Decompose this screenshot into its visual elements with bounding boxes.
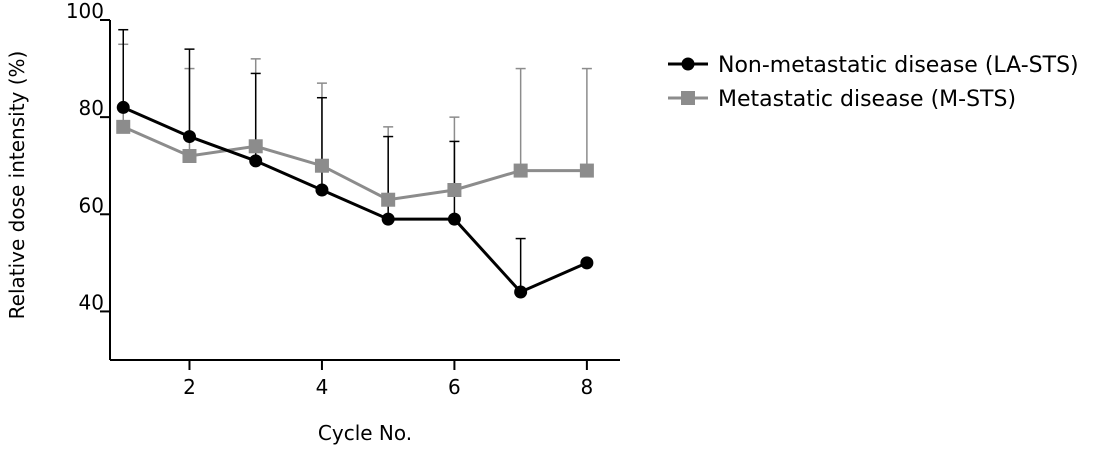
x-axis-label: Cycle No. bbox=[318, 421, 412, 445]
data-point bbox=[447, 212, 461, 226]
y-tick-label: 80 bbox=[79, 96, 104, 120]
data-point bbox=[513, 163, 528, 178]
series-line bbox=[122, 125, 587, 202]
data-point bbox=[314, 158, 329, 173]
data-point bbox=[381, 192, 396, 207]
y-tick-label: 40 bbox=[79, 290, 104, 314]
legend-marker bbox=[681, 57, 695, 71]
data-point bbox=[381, 212, 395, 226]
data-point bbox=[249, 154, 263, 168]
x-tick-label: 2 bbox=[183, 375, 196, 399]
x-tick-label: 4 bbox=[316, 375, 329, 399]
y-tick-label: 60 bbox=[79, 193, 104, 217]
data-point bbox=[580, 256, 594, 270]
data-point bbox=[447, 183, 462, 197]
data-point bbox=[579, 163, 594, 178]
legend-marker bbox=[681, 91, 695, 105]
data-point bbox=[182, 149, 197, 163]
data-point bbox=[116, 119, 131, 134]
data-point bbox=[514, 285, 528, 299]
axes: 2 4 6 8 40 60 80 100 bbox=[66, 0, 620, 399]
legend-label: Metastatic disease (M-STS) bbox=[718, 87, 1016, 112]
series-lines bbox=[122, 106, 588, 294]
x-tick-label: 6 bbox=[448, 375, 461, 399]
legend-label: Non-metastatic disease (LA-STS) bbox=[718, 53, 1079, 78]
series-markers bbox=[116, 100, 594, 299]
data-point bbox=[116, 100, 130, 114]
data-point bbox=[315, 183, 329, 197]
data-point bbox=[182, 130, 196, 144]
x-tick-label: 8 bbox=[581, 375, 594, 399]
y-tick-label: 100 bbox=[66, 0, 104, 23]
data-point bbox=[248, 139, 263, 154]
legend: Non-metastatic disease (LA-STS) Metastati… bbox=[668, 53, 1079, 112]
series-line bbox=[122, 106, 588, 294]
y-axis-label: Relative dose intensity (%) bbox=[5, 51, 29, 320]
